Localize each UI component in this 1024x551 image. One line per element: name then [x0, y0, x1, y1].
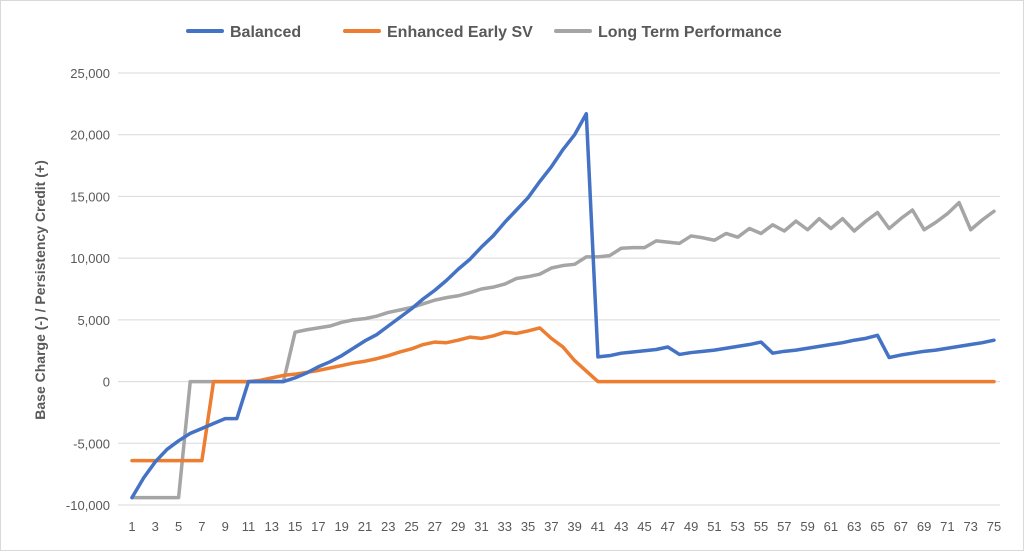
- x-tick-label: 41: [591, 519, 605, 534]
- x-tick-label: 31: [474, 519, 488, 534]
- x-tick-label: 15: [288, 519, 302, 534]
- x-tick-label: 45: [637, 519, 651, 534]
- legend: Balanced Enhanced Early SV Long Term Perfo…: [186, 24, 782, 41]
- y-tick-label: -5,000: [73, 436, 110, 451]
- x-tick-label: 63: [847, 519, 861, 534]
- x-tick-label: 39: [567, 519, 581, 534]
- x-tick-label: 53: [730, 519, 744, 534]
- y-tick-label: -10,000: [66, 498, 110, 513]
- x-tick-label: 1: [128, 519, 135, 534]
- x-tick-label: 17: [311, 519, 325, 534]
- x-tick-label: 35: [521, 519, 535, 534]
- legend-label-enhanced-early-sv: Enhanced Early SV: [387, 24, 533, 41]
- y-tick-label: 10,000: [70, 251, 110, 266]
- y-tick-label: 15,000: [70, 189, 110, 204]
- x-tick-label: 37: [544, 519, 558, 534]
- x-tick-label: 7: [198, 519, 205, 534]
- x-tick-label: 25: [404, 519, 418, 534]
- x-tick-label: 75: [987, 519, 1001, 534]
- x-tick-label: 43: [614, 519, 628, 534]
- x-tick-label: 5: [175, 519, 182, 534]
- x-tick-label: 55: [754, 519, 768, 534]
- x-tick-label: 57: [777, 519, 791, 534]
- x-tick-label: 49: [684, 519, 698, 534]
- x-tick-label: 3: [152, 519, 159, 534]
- series-lines: [130, 111, 996, 500]
- x-tick-label: 13: [265, 519, 279, 534]
- y-tick-label: 20,000: [70, 128, 110, 143]
- series-line-enhanced-early-sv: [130, 326, 996, 463]
- x-tick-label: 11: [242, 519, 256, 534]
- x-tick-label: 47: [661, 519, 675, 534]
- y-tick-label: 25,000: [70, 66, 110, 81]
- x-tick-label: 9: [222, 519, 229, 534]
- series-line-balanced: [130, 111, 996, 500]
- y-tick-label: 5,000: [77, 313, 110, 328]
- x-tick-label: 23: [381, 519, 395, 534]
- x-tick-label: 29: [451, 519, 465, 534]
- y-tick-label: 0: [103, 375, 110, 390]
- x-tick-label: 73: [963, 519, 977, 534]
- y-axis-title: Base Charge (-) / Persistency Credit (+): [32, 160, 48, 419]
- legend-label-balanced: Balanced: [230, 24, 301, 41]
- x-tick-label: 65: [870, 519, 884, 534]
- x-tick-label: 51: [707, 519, 721, 534]
- x-tick-label: 21: [358, 519, 372, 534]
- x-tick-label: 67: [894, 519, 908, 534]
- gridlines: [118, 72, 1000, 506]
- x-tick-label: 59: [800, 519, 814, 534]
- y-axis-tick-labels: -10,000 -5,000 0 5,000 10,000 15,000 20,000 25,…: [66, 66, 110, 513]
- series-line-long-term-performance: [130, 200, 996, 500]
- x-tick-label: 61: [824, 519, 838, 534]
- x-tick-label: 69: [917, 519, 931, 534]
- x-tick-label: 27: [428, 519, 442, 534]
- x-tick-label: 19: [334, 519, 348, 534]
- x-tick-label: 71: [940, 519, 954, 534]
- x-axis-tick-labels: 1 3 5 7 9 11 13 15 17 19 21 23 25 27 29 31 33 35 37 39 41 43 4…: [128, 519, 1001, 534]
- legend-label-long-term-performance: Long Term Performance: [598, 24, 782, 41]
- x-tick-label: 33: [498, 519, 512, 534]
